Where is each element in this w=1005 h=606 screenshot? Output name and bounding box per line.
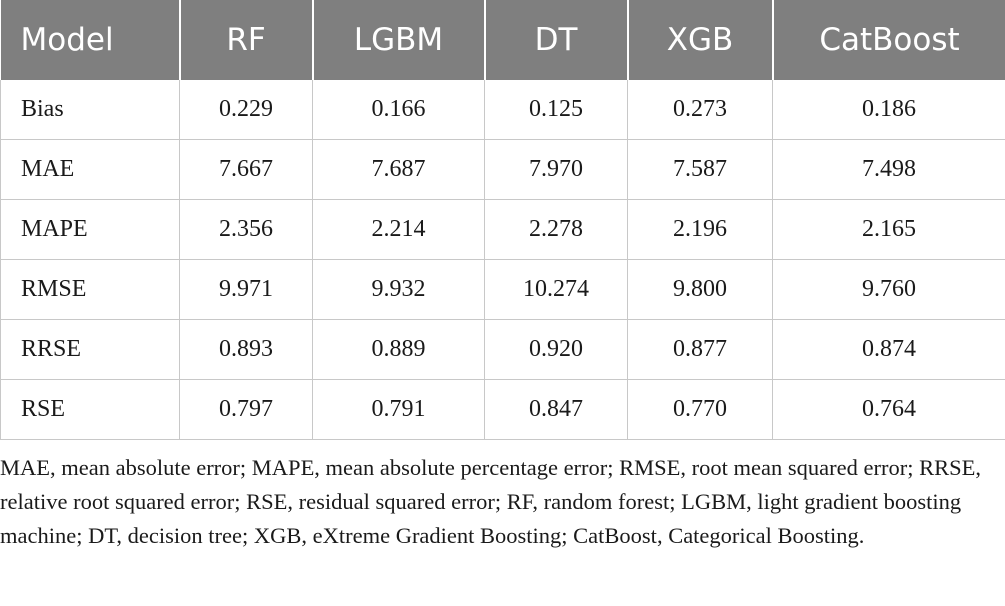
header-rf: RF: [178, 0, 313, 80]
table-row: RSE 0.797 0.791 0.847 0.770 0.764: [0, 379, 1005, 440]
row-label-mape: MAPE: [0, 199, 180, 260]
table-footnote: MAE, mean absolute error; MAPE, mean abs…: [0, 455, 981, 548]
table-cell: 0.125: [484, 80, 628, 140]
table-cell: 2.278: [484, 199, 628, 260]
table-cell: 0.877: [627, 319, 773, 380]
header-row: Model RF LGBM DT XGB CatBoost: [0, 0, 1005, 80]
table-row: Bias 0.229 0.166 0.125 0.273 0.186: [0, 80, 1005, 140]
table-cell: 0.893: [179, 319, 313, 380]
row-label-rmse: RMSE: [0, 259, 180, 320]
table-cell: 0.273: [627, 80, 773, 140]
table-row: RRSE 0.893 0.889 0.920 0.877 0.874: [0, 319, 1005, 380]
header-xgb: XGB: [626, 0, 773, 80]
table-row: RMSE 9.971 9.932 10.274 9.800 9.760: [0, 259, 1005, 320]
table-cell: 10.274: [484, 259, 628, 320]
row-label-rrse: RRSE: [0, 319, 180, 380]
row-label-rse: RSE: [0, 379, 180, 440]
table-body: Bias 0.229 0.166 0.125 0.273 0.186 MAE 7…: [0, 80, 1005, 440]
header-dt: DT: [483, 0, 628, 80]
table-row: MAPE 2.356 2.214 2.278 2.196 2.165: [0, 199, 1005, 260]
header-model: Model: [0, 0, 180, 80]
table-cell: 0.166: [312, 80, 485, 140]
table-cell: 7.587: [627, 139, 773, 200]
table-cell: 0.889: [312, 319, 485, 380]
table-cell: 7.687: [312, 139, 485, 200]
row-label-mae: MAE: [0, 139, 180, 200]
table-cell: 0.229: [179, 80, 313, 140]
table-row: MAE 7.667 7.687 7.970 7.587 7.498: [0, 139, 1005, 200]
table-cell: 2.196: [627, 199, 773, 260]
table-cell: 0.186: [772, 80, 1005, 140]
table-cell: 7.667: [179, 139, 313, 200]
table-cell: 0.770: [627, 379, 773, 440]
row-label-bias: Bias: [0, 80, 180, 140]
table-cell: 0.847: [484, 379, 628, 440]
table-cell: 2.214: [312, 199, 485, 260]
table-cell: 2.165: [772, 199, 1005, 260]
table-cell: 7.498: [772, 139, 1005, 200]
table-cell: 9.932: [312, 259, 485, 320]
table-cell: 9.971: [179, 259, 313, 320]
table-cell: 9.800: [627, 259, 773, 320]
table-cell: 0.797: [179, 379, 313, 440]
table-cell: 9.760: [772, 259, 1005, 320]
table-cell: 7.970: [484, 139, 628, 200]
table-cell: 2.356: [179, 199, 313, 260]
table-cell: 0.791: [312, 379, 485, 440]
header-lgbm: LGBM: [311, 0, 485, 80]
table-header: Model RF LGBM DT XGB CatBoost: [0, 0, 1005, 80]
model-metrics-table: Model RF LGBM DT XGB CatBoost Bias 0.229…: [0, 0, 1005, 440]
metrics-table-container: Model RF LGBM DT XGB CatBoost Bias 0.229…: [0, 0, 1005, 440]
table-cell: 0.764: [772, 379, 1005, 440]
table-cell: 0.920: [484, 319, 628, 380]
header-catboost: CatBoost: [771, 0, 1005, 80]
table-cell: 0.874: [772, 319, 1005, 380]
